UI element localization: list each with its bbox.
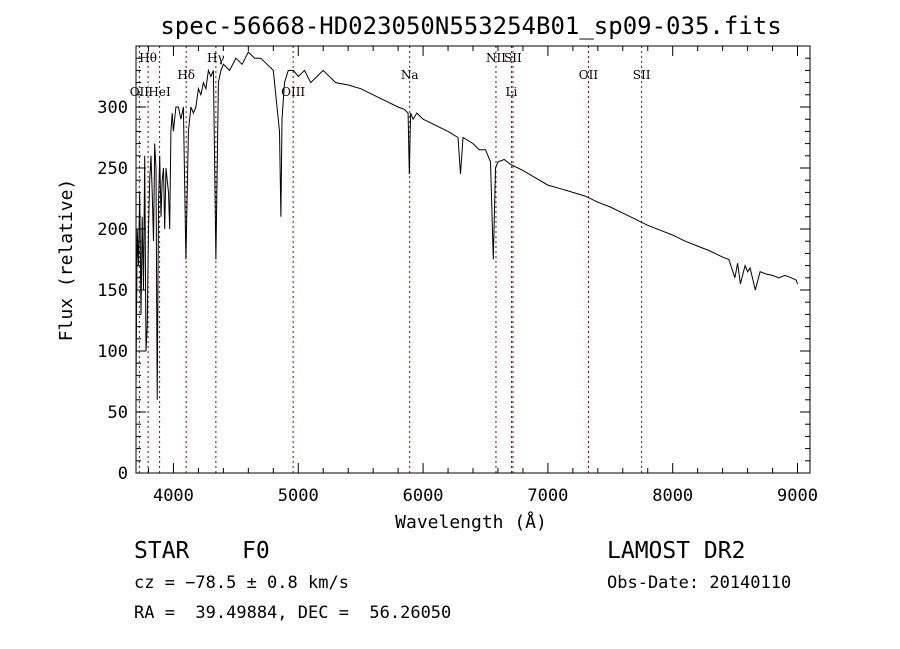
- line-marker-label: NII: [486, 51, 506, 65]
- line-marker-label: Na: [401, 68, 419, 82]
- line-marker-label: Li: [506, 85, 518, 99]
- chart-title: spec-56668-HD023050N553254B01_sp09-035.f…: [160, 12, 781, 40]
- line-marker-label: SII: [633, 68, 651, 82]
- x-tick-label: 9000: [777, 486, 818, 506]
- object-subclass: F0: [242, 538, 270, 564]
- observation-date: Obs-Date: 20140110: [607, 573, 792, 593]
- plot-frame: [135, 45, 811, 474]
- spectrum-line: [135, 51, 798, 400]
- survey-name: LAMOST DR2: [607, 538, 746, 564]
- redshift-cz: cz = −78.5 ± 0.8 km/s: [134, 573, 349, 593]
- line-marker-label: Hθ: [139, 51, 157, 65]
- y-axis-label: Flux (relative): [56, 179, 77, 342]
- coordinates: RA = 39.49884, DEC = 56.26050: [134, 603, 452, 623]
- x-tick-label: 6000: [403, 486, 444, 506]
- x-tick-label: 4000: [153, 486, 194, 506]
- line-marker-label: OIII: [281, 85, 305, 99]
- x-tick-label: 7000: [527, 486, 568, 506]
- object-class: STAR: [134, 538, 190, 564]
- x-axis: 4000 5000 6000 7000 8000 9000: [147, 46, 818, 506]
- y-tick-label: 100: [97, 342, 128, 362]
- y-tick-label: 150: [97, 281, 128, 301]
- y-tick-label: 250: [97, 159, 128, 179]
- line-marker-label: SII: [504, 51, 522, 65]
- y-tick-label: 50: [108, 403, 128, 423]
- y-tick-label: 0: [118, 464, 128, 484]
- y-axis: 0 50 100 150 200 250 300: [97, 57, 810, 484]
- y-tick-label: 300: [97, 98, 128, 118]
- y-tick-label: 200: [97, 220, 128, 240]
- x-axis-label: Wavelength (Å): [395, 511, 547, 533]
- x-tick-label: 5000: [278, 486, 319, 506]
- x-tick-label: 8000: [652, 486, 693, 506]
- line-marker-label: OII: [579, 68, 599, 82]
- line-marker-label: Hγ: [207, 51, 225, 65]
- line-marker-label: OII: [130, 85, 150, 99]
- line-marker-label: Hδ: [177, 68, 195, 82]
- line-marker-label: HeI: [148, 85, 171, 99]
